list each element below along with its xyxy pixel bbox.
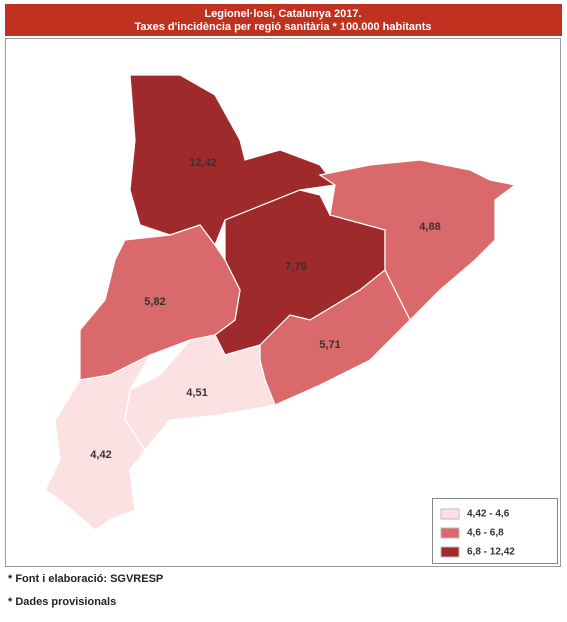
legend-swatch <box>440 527 460 539</box>
region-value: 7,79 <box>285 261 306 273</box>
region-value: 4,88 <box>419 221 440 233</box>
legend: 4,42 - 4,6 4,6 - 6,8 6,8 - 12,42 <box>440 508 515 558</box>
region-value: 12,42 <box>189 157 217 169</box>
legend-label: 4,6 - 6,8 <box>467 528 504 539</box>
title: Legionel·losi, Catalunya 2017. <box>204 8 361 20</box>
regions <box>44 74 517 531</box>
region-value: 5,71 <box>319 339 340 351</box>
legend-label: 6,8 - 12,42 <box>467 547 515 558</box>
footnote: * Font i elaboració: SGVRESP <box>8 573 163 585</box>
subtitle: Taxes d'incidència per regió sanitària *… <box>134 21 431 33</box>
region-value: 4,51 <box>186 387 207 399</box>
region-value: 4,42 <box>90 449 111 461</box>
region <box>318 159 517 322</box>
region-value: 5,82 <box>144 296 165 308</box>
header-bar <box>5 4 562 36</box>
region <box>124 334 276 452</box>
legend-label: 4,42 - 4,6 <box>467 509 510 520</box>
legend-swatch <box>440 508 460 520</box>
footnote: * Dades provisionals <box>8 596 116 608</box>
legend-swatch <box>440 546 460 558</box>
region <box>44 353 152 531</box>
